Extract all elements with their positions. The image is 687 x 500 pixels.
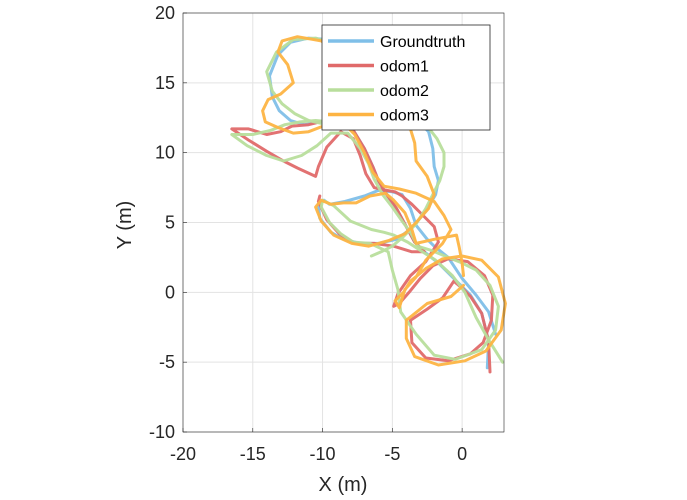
x-tick-label: -5 — [384, 444, 400, 464]
legend-label-odom2: odom2 — [380, 83, 429, 100]
y-axis-label: Y (m) — [114, 201, 136, 250]
y-tick-label: 5 — [165, 213, 175, 233]
x-axis-label: X (m) — [319, 474, 368, 496]
y-tick-label: 15 — [155, 73, 175, 93]
x-tick-label: -15 — [240, 444, 266, 464]
x-tick-label: 0 — [457, 444, 467, 464]
y-tick-label: 0 — [165, 282, 175, 302]
axis-ticks: -20 -15 -10 -5 0 -10 -5 0 5 10 15 20 — [149, 3, 467, 464]
x-tick-label: -10 — [310, 444, 336, 464]
x-tick-label: -20 — [170, 444, 196, 464]
legend-label-odom3: odom3 — [380, 108, 429, 125]
y-tick-label: 20 — [155, 3, 175, 23]
legend-label-groundtruth: Groundtruth — [380, 34, 465, 51]
y-tick-label: -10 — [149, 422, 175, 442]
series-line-odom3 — [261, 35, 507, 367]
legend: Groundtruth odom1 odom2 odom3 — [321, 24, 491, 131]
y-tick-label: 10 — [155, 143, 175, 163]
y-tick-label: -5 — [159, 352, 175, 372]
legend-label-odom1: odom1 — [380, 59, 429, 76]
